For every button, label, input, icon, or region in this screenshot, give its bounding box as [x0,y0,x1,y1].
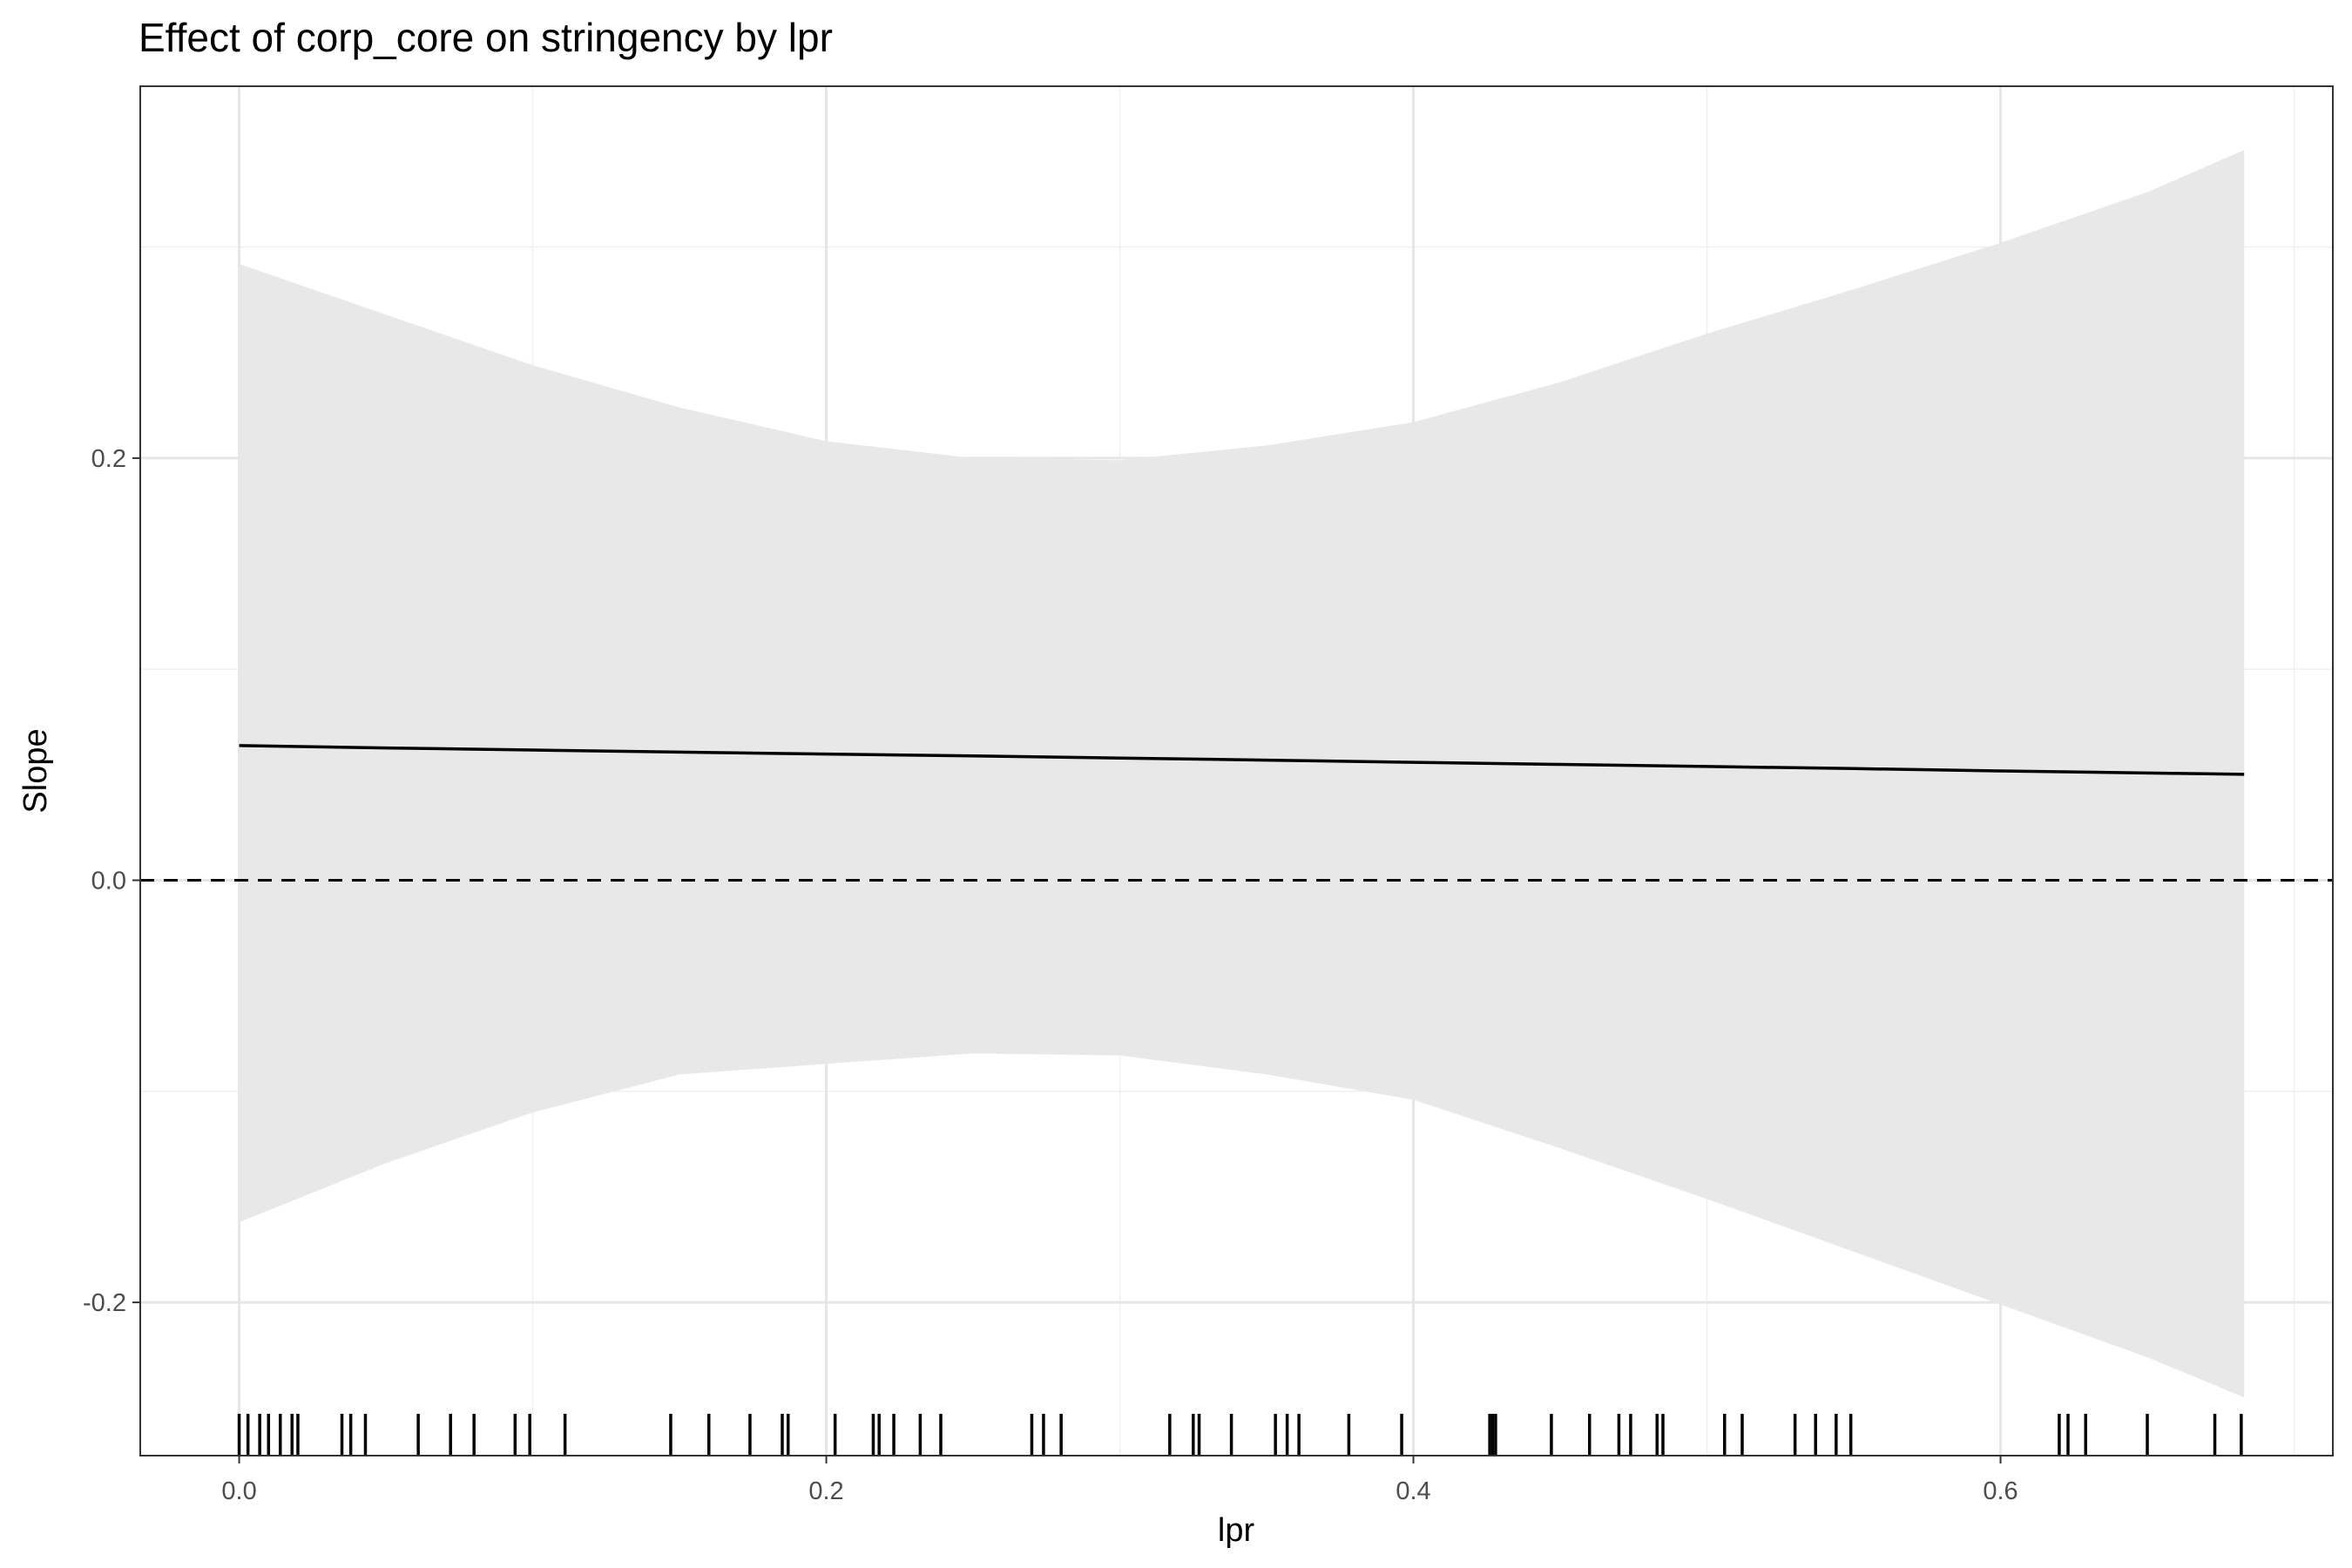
slope-line [239,744,2245,776]
y-tick-label: 0.0 [91,868,126,896]
confidence-band [239,150,2245,1398]
x-axis-ticks: 0.0 0.2 0.4 0.6 [221,1456,2018,1505]
x-tick-label: 0.4 [1396,1477,1430,1505]
y-tick-label: -0.2 [83,1289,126,1317]
x-tick-label: 0.0 [221,1477,256,1505]
x-tick-label: 0.6 [1983,1477,2017,1505]
rug-marks [237,1414,2243,1456]
plot-panel-border [139,85,2334,1456]
y-axis-label: Slope [17,728,54,813]
y-tick-label: 0.2 [91,445,126,473]
x-axis-label: lpr [1218,1512,1255,1549]
chart-title: Effect of corp_core on stringency by lpr [139,15,833,60]
y-axis-ticks: -0.2 0.0 0.2 [83,445,140,1317]
x-tick-label: 0.2 [808,1477,843,1505]
